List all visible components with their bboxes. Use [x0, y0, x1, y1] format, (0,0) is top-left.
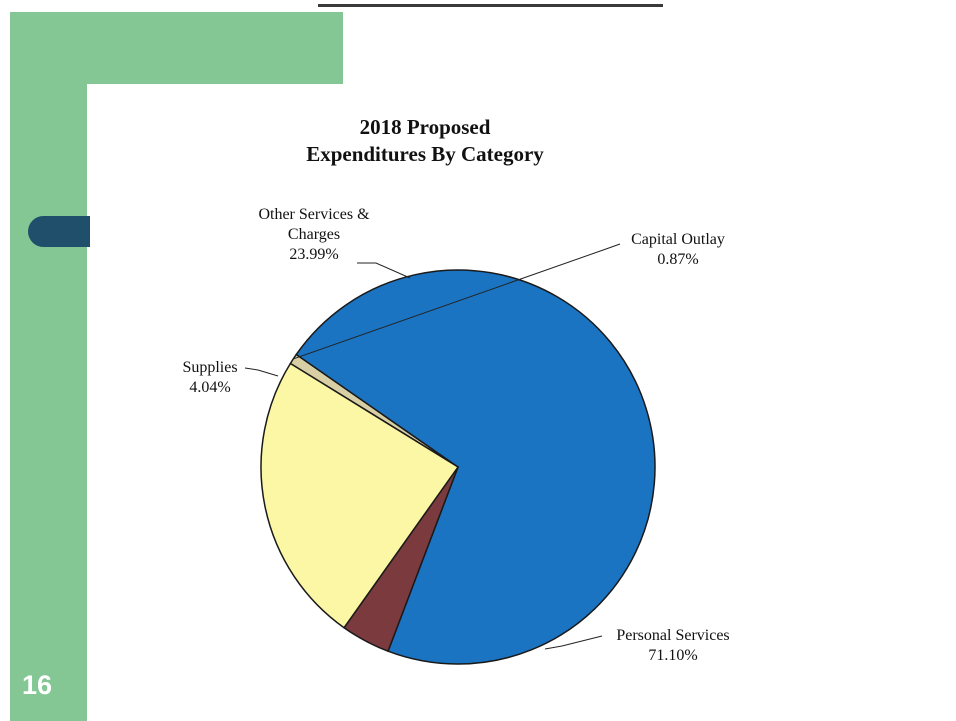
leader-line-capital-outlay: [293, 243, 621, 360]
data-label-supplies-line-2: 4.04%: [189, 379, 230, 396]
page-number: 16: [22, 670, 53, 700]
data-label-other-services-charges-line-2: Charges: [288, 226, 340, 243]
chart-title-line-1: 2018 Proposed: [359, 115, 491, 139]
leader-line-supplies: [244, 367, 279, 377]
chart-title: 2018 Proposed Expenditures By Category: [230, 114, 620, 168]
leader-line-personal-services: [544, 635, 603, 650]
leader-line-other-services-charges: [357, 262, 411, 279]
pie-slice-personal-services: [295, 269, 656, 665]
pie-slice-other-services-charges: [260, 362, 460, 629]
data-label-personal-services-line-2: 71.10%: [648, 647, 697, 664]
green-accent-band-left: [10, 12, 87, 721]
chart-title-line-2: Expenditures By Category: [306, 142, 544, 166]
data-label-personal-services-line-1: Personal Services: [616, 627, 729, 644]
top-rule: [318, 4, 663, 7]
slide-tab-marker: [28, 216, 90, 247]
data-label-capital-outlay-line-2: 0.87%: [657, 251, 698, 268]
data-label-other-services-charges-line-1: Other Services &: [258, 206, 370, 223]
data-label-supplies-line-1: Supplies: [182, 359, 237, 376]
data-label-other-services-charges-line-3: 23.99%: [289, 246, 338, 263]
data-label-capital-outlay-line-1: Capital Outlay: [631, 231, 725, 248]
